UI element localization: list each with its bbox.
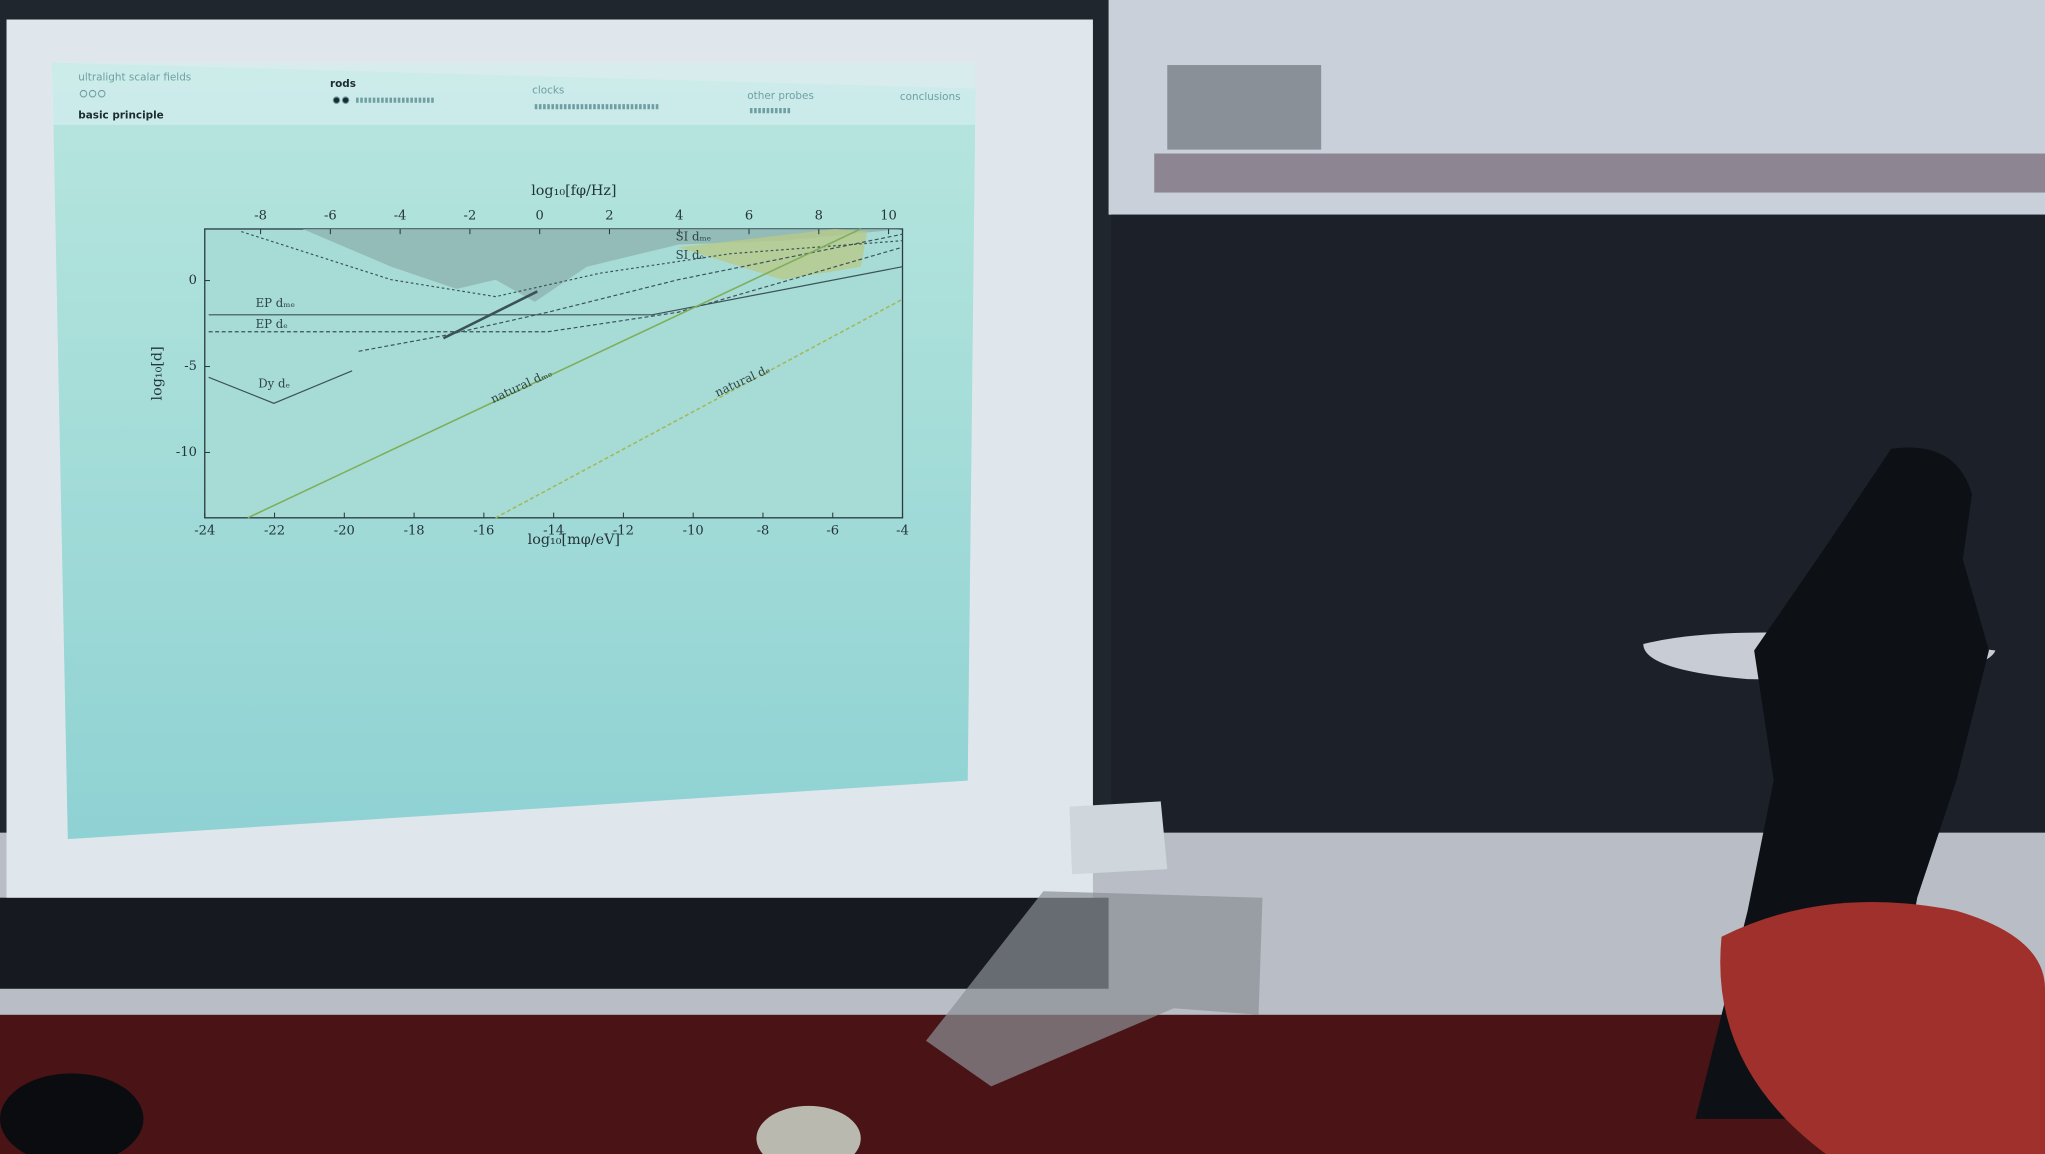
x-tick-label: -6	[826, 523, 839, 538]
x-tick-label: -10	[683, 523, 704, 538]
nav-subsection: basic principle	[78, 109, 163, 121]
x-tick-label: -18	[404, 523, 425, 538]
x-tick-label: -20	[334, 523, 355, 538]
x-tick-label: -22	[264, 523, 285, 538]
scene: ultralight scalar fields basic principle…	[0, 0, 2045, 1154]
nav-section: clocks	[532, 85, 564, 97]
y-tick-label: -5	[184, 359, 197, 374]
x-tick-label: -8	[757, 523, 770, 538]
x-tick-label: -16	[473, 523, 494, 538]
light-rail	[1154, 154, 2045, 193]
top-tick-label: 2	[605, 208, 613, 223]
top-tick-label: 4	[675, 208, 683, 223]
y-tick-label: 0	[189, 273, 197, 288]
top-tick-label: 8	[815, 208, 823, 223]
screen-frame	[0, 898, 1109, 989]
top-tick-label: -8	[254, 208, 267, 223]
annotation: SI dₘₑ	[676, 230, 712, 244]
y-axis-label: log₁₀[d]	[150, 346, 166, 400]
nav-section: other probes	[747, 90, 814, 102]
annotation: Dy dₑ	[258, 377, 290, 391]
x-tick-label: -24	[194, 523, 215, 538]
nav-section: rods	[330, 78, 356, 90]
annotation: EP dₘₑ	[256, 296, 295, 310]
annotation: SI dₑ	[676, 248, 704, 262]
top-axis-label: log₁₀[fφ/Hz]	[531, 183, 616, 199]
annotation: EP dₑ	[256, 317, 288, 331]
x-tick-label: -4	[896, 523, 909, 538]
y-tick-label: -10	[176, 445, 197, 460]
top-tick-label: -2	[464, 208, 477, 223]
top-tick-label: 0	[536, 208, 544, 223]
bottom-axis-label: log₁₀[mφ/eV]	[528, 532, 620, 548]
nav-section: ultralight scalar fields	[78, 72, 191, 84]
top-tick-label: 6	[745, 208, 753, 223]
top-tick-label: -4	[394, 208, 407, 223]
top-tick-label: -6	[324, 208, 337, 223]
top-tick-label: 10	[880, 208, 897, 223]
nav-section: conclusions	[900, 91, 961, 103]
speaker	[1167, 65, 1321, 150]
laptop-screen	[1069, 801, 1167, 874]
